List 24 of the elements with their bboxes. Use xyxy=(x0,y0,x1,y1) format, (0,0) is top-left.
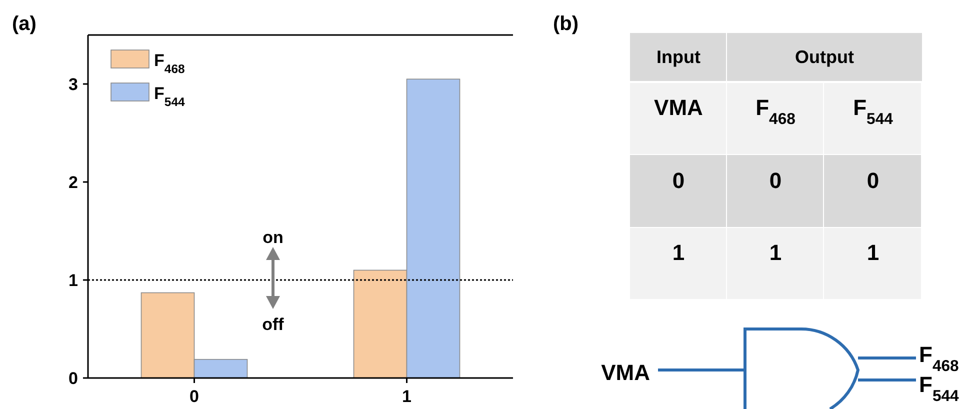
text: 1 xyxy=(672,240,685,265)
text: (b) xyxy=(553,13,579,35)
y-tick-label: 1 xyxy=(68,270,78,290)
y-tick-label: 0 xyxy=(68,368,78,388)
text: 0 xyxy=(769,168,782,193)
text: F$_{468}$ xyxy=(756,95,796,128)
legend-label: F$_{544}$ xyxy=(154,84,185,109)
text: Input xyxy=(656,47,700,67)
text: 0 xyxy=(866,168,880,193)
annotation: off xyxy=(262,315,284,334)
text: F$_{544}$ xyxy=(853,95,894,128)
annotation: on xyxy=(262,228,284,247)
text: VMA xyxy=(601,360,650,385)
text: 0 xyxy=(672,168,685,193)
text: VMA xyxy=(654,95,704,120)
text: 1 xyxy=(866,240,880,265)
text: Output xyxy=(795,47,854,67)
text: F$_{468}$ xyxy=(919,342,960,374)
text: F$_{544}$ xyxy=(919,372,960,404)
y-tick-label: 3 xyxy=(68,74,78,94)
legend-label: F$_{468}$ xyxy=(154,51,185,76)
y-tick-label: 2 xyxy=(68,172,78,192)
text: 1 xyxy=(769,240,782,265)
chart-title: (a) xyxy=(12,13,36,35)
